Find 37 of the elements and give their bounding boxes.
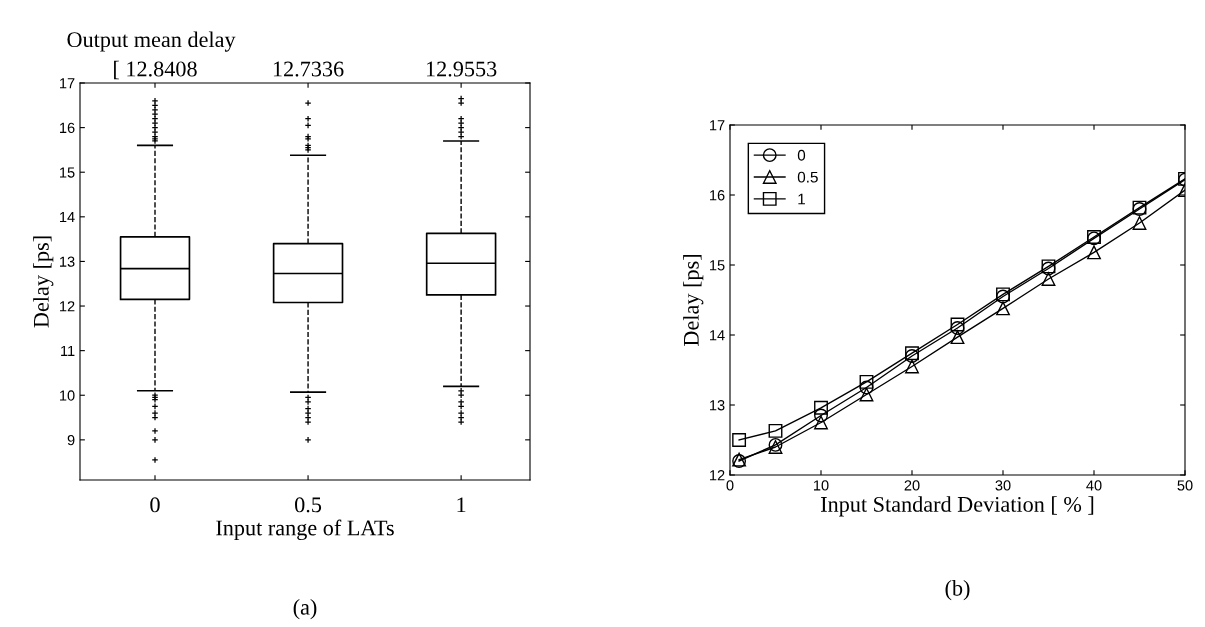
y-tick-label: 16: [710, 190, 725, 201]
x-tick-label: 0.5: [295, 497, 322, 513]
y-tick-label: 10: [60, 390, 75, 401]
y-tick-label: 14: [60, 212, 75, 223]
y-tick-label: 13: [710, 400, 725, 411]
y-tick-label: 11: [61, 345, 75, 356]
y-tick-label: 15: [710, 260, 725, 271]
legend-label: 1: [798, 193, 805, 205]
x-tick-label: 10: [814, 480, 829, 491]
y-tick-label: 17: [710, 120, 725, 131]
x-tick-label: 20: [904, 480, 920, 491]
x-tick-label: 0: [150, 497, 160, 513]
text: [ 12.8408: [114, 60, 197, 80]
x-tick-label: 30: [995, 480, 1011, 491]
y-tick-label: 13: [60, 256, 75, 267]
x-tick-label: 40: [1086, 480, 1102, 491]
x-axis-title: Input range of LATs: [216, 519, 394, 541]
y-axis-title: Delay [ps]: [683, 255, 704, 346]
y-tick-label: 14: [710, 330, 725, 341]
x-axis-title: Input Standard Deviation [ % ]: [820, 496, 1094, 517]
legend-label: 0.5: [797, 171, 818, 183]
y-tick-label: 16: [60, 122, 75, 134]
x-tick-label: 50: [1177, 480, 1193, 491]
y-tick-label: 12: [710, 470, 725, 481]
y-tick-label: 9: [67, 434, 75, 446]
text: (a): [293, 599, 317, 620]
y-axis-title: Delay [ps]: [33, 236, 54, 328]
chart-title: Output mean delay: [67, 31, 236, 52]
text: (b): [945, 580, 970, 601]
y-tick-label: 17: [60, 78, 75, 89]
y-tick-label: 12: [60, 301, 75, 312]
x-tick-label: 0: [726, 480, 734, 491]
text: 12.7336: [273, 61, 344, 77]
legend-label: 0: [797, 149, 806, 161]
x-tick-label: 1: [457, 497, 466, 513]
y-tick-label: 15: [60, 167, 75, 178]
text: 12.9553: [426, 61, 497, 77]
